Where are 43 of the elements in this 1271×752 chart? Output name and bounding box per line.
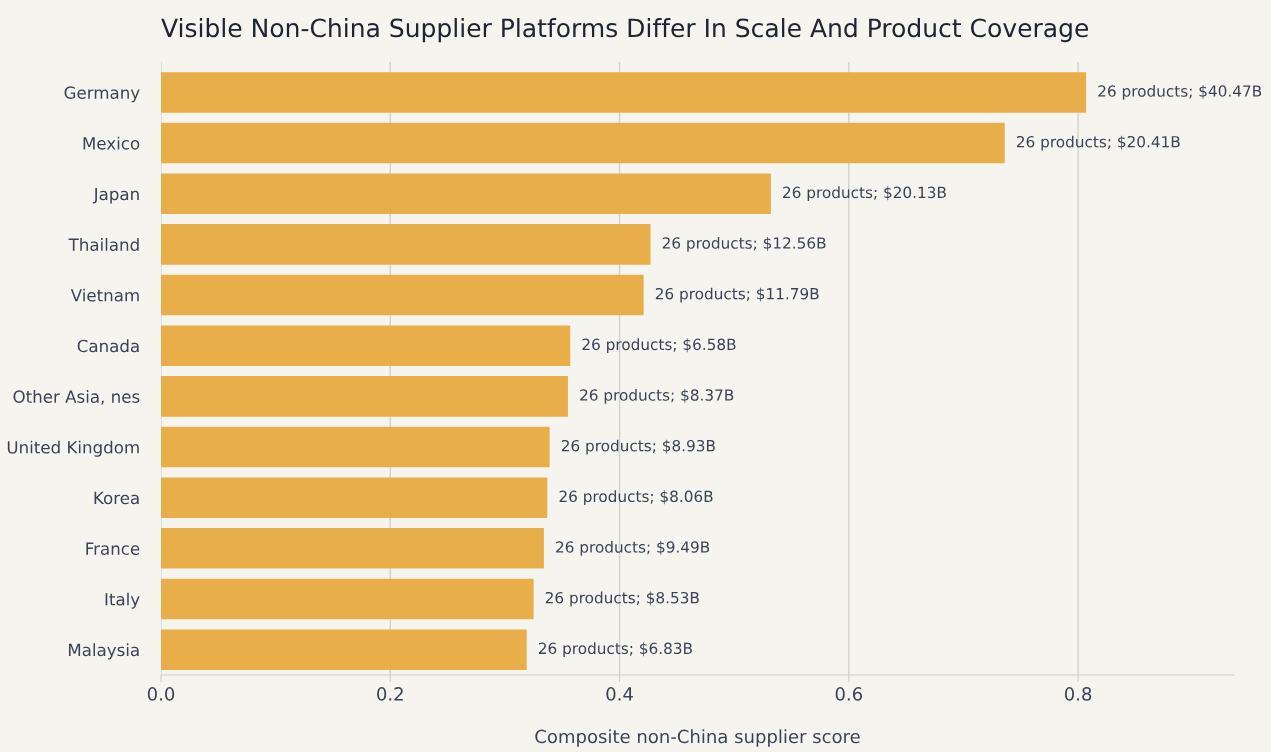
bar (161, 325, 571, 366)
y-tick-label: Canada (77, 339, 139, 353)
bar (161, 72, 1087, 113)
bar (161, 274, 644, 316)
x-tick-label: 0.8 (1064, 687, 1092, 701)
bar (161, 376, 568, 417)
annotation: 26 products; $8.37B (580, 388, 734, 404)
bar (161, 426, 550, 468)
y-tick-label: Japan (92, 187, 139, 204)
x-tick-label: 0.6 (835, 687, 863, 701)
chart-title: Visible Non-China Supplier Platforms Differ In Scale And Product Coverage (161, 18, 1089, 43)
annotation: 26 products; $6.83B (538, 642, 692, 658)
bar (161, 578, 534, 620)
y-tick-label: Korea (94, 491, 139, 505)
bar (161, 173, 771, 214)
y-tick-label: United Kingdom (7, 440, 139, 457)
bar (161, 629, 527, 670)
y-tick-label: Italy (105, 592, 140, 609)
y-tick-label: Other Asia, nes (13, 390, 140, 405)
annotation: 26 products; $8.53B (545, 591, 699, 607)
bar (161, 477, 548, 518)
annotation: 26 products; $6.58B (582, 338, 736, 354)
y-tick-label: Malaysia (68, 643, 139, 660)
annotation: 26 products; $20.41B (1016, 135, 1180, 151)
annotation: 26 products; $9.49B (556, 540, 710, 556)
bar (161, 528, 544, 569)
annotation: 26 products; $11.79B (655, 287, 819, 303)
annotation: 26 products; $8.93B (561, 439, 715, 455)
y-tick-label: Mexico (83, 136, 140, 150)
bar (161, 224, 651, 265)
annotation: 26 products; $12.56B (662, 236, 826, 252)
bar (161, 122, 1005, 164)
y-tick-label: Germany (64, 86, 140, 103)
y-tick-label: France (86, 542, 140, 555)
x-tick-label: 0.0 (147, 687, 175, 701)
x-axis-title: Composite non-China supplier score (535, 729, 860, 747)
y-tick-label: Vietnam (70, 288, 139, 302)
y-tick-label: Thailand (68, 238, 139, 251)
annotation: 26 products; $8.06B (559, 490, 713, 506)
x-tick-label: 0.4 (606, 687, 633, 701)
annotation: 26 products; $20.13B (783, 186, 946, 202)
annotation: 26 products; $40.47B (1098, 85, 1262, 100)
x-tick-label: 0.2 (377, 687, 403, 701)
